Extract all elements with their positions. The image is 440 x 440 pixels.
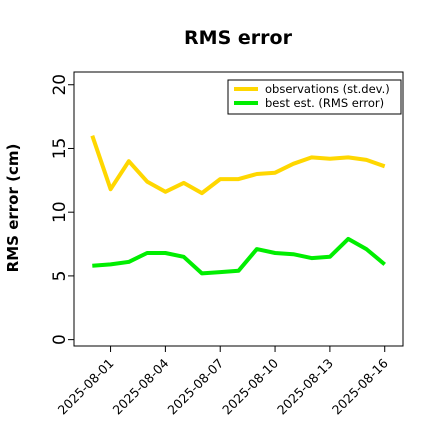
x-tick-label: 2025-08-10 xyxy=(219,355,281,417)
legend: observations (st.dev.) best est. (RMS er… xyxy=(227,79,402,115)
y-axis-label: RMS error (cm) xyxy=(4,144,22,273)
x-axis-ticks: 2025-08-012025-08-042025-08-072025-08-10… xyxy=(55,346,391,417)
legend-label-observations: observations (st.dev.) xyxy=(265,82,390,96)
y-tick-label: 5 xyxy=(50,270,70,281)
legend-box xyxy=(227,79,402,115)
y-tick-label: 10 xyxy=(50,201,70,223)
plot-area-frame xyxy=(73,71,404,347)
series-line-best-estimate xyxy=(92,236,386,276)
series-line-observations xyxy=(90,135,386,196)
x-tick-label: 2025-08-16 xyxy=(329,355,391,417)
legend-label-best-estimate: best est. (RMS error) xyxy=(265,96,384,110)
y-tick-label: 0 xyxy=(50,334,70,345)
y-tick-label: 20 xyxy=(50,74,70,96)
y-tick-label: 15 xyxy=(50,138,70,160)
chart-title: RMS error xyxy=(184,27,293,49)
series-lines xyxy=(90,135,386,276)
y-axis-ticks: 0 5 10 15 20 xyxy=(50,74,74,345)
x-tick-label: 2025-08-04 xyxy=(110,355,172,417)
x-tick-label: 2025-08-13 xyxy=(274,356,336,418)
x-tick-label: 2025-08-01 xyxy=(55,356,117,418)
x-tick-label: 2025-08-07 xyxy=(164,356,226,418)
